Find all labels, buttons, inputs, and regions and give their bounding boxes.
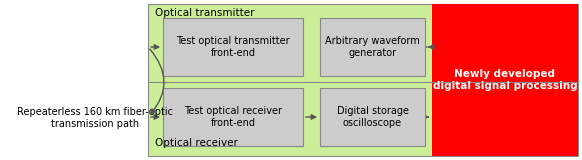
Text: Test optical receiver
front-end: Test optical receiver front-end bbox=[184, 106, 282, 128]
Text: Digital storage
oscilloscope: Digital storage oscilloscope bbox=[336, 106, 409, 128]
FancyBboxPatch shape bbox=[148, 4, 578, 156]
FancyArrowPatch shape bbox=[150, 49, 164, 114]
FancyBboxPatch shape bbox=[163, 18, 303, 76]
FancyBboxPatch shape bbox=[320, 88, 425, 146]
Text: Newly developed
digital signal processing: Newly developed digital signal processin… bbox=[432, 69, 577, 91]
FancyBboxPatch shape bbox=[432, 4, 578, 156]
FancyBboxPatch shape bbox=[163, 88, 303, 146]
Text: Test optical transmitter
front-end: Test optical transmitter front-end bbox=[176, 36, 290, 58]
FancyBboxPatch shape bbox=[320, 18, 425, 76]
Text: Optical transmitter: Optical transmitter bbox=[155, 8, 254, 18]
Text: Repeaterless 160 km fiber-optic
transmission path: Repeaterless 160 km fiber-optic transmis… bbox=[17, 107, 173, 129]
Text: Optical receiver: Optical receiver bbox=[155, 138, 238, 148]
Text: Arbitrary waveform
generator: Arbitrary waveform generator bbox=[325, 36, 420, 58]
